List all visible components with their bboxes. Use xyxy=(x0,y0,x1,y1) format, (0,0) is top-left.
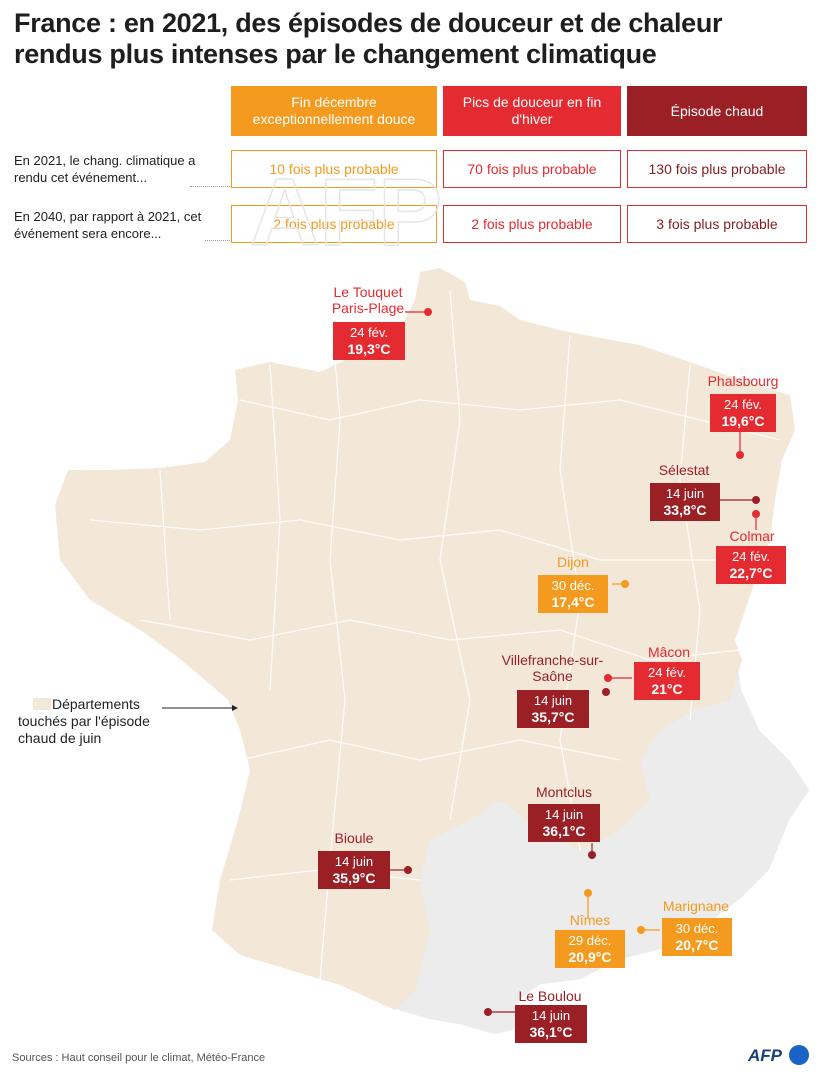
box-le-touquet: 24 fév. 19,3°C xyxy=(333,322,405,360)
box-colmar: 24 fév. 22,7°C xyxy=(716,546,786,584)
box-montclus: 14 juin 36,1°C xyxy=(528,804,600,842)
page-title: France : en 2021, des épisodes de douceu… xyxy=(14,8,723,69)
date-phalsbourg: 24 fév. xyxy=(723,397,763,412)
temp-phalsbourg: 19,6°C xyxy=(721,413,765,429)
header-late-december: Fin décembre exceptionnellement douce xyxy=(231,86,437,136)
row2-leader xyxy=(205,240,230,242)
bioule-dot xyxy=(404,866,412,874)
city-markers xyxy=(390,308,760,1016)
header-end-winter-label: Pics de douceur en fin d'hiver xyxy=(462,94,602,127)
temp-bioule: 35,9°C xyxy=(332,870,376,886)
city-phalsbourg: Phalsbourg xyxy=(707,373,779,389)
row1-label: En 2021, le chang. climatique a rendu ce… xyxy=(14,153,196,185)
city-macon: Mâcon xyxy=(647,644,691,660)
row2-cell-december: 2 fois plus probable xyxy=(231,205,437,243)
legend-pointer-arrow xyxy=(232,705,238,711)
city-marignane: Marignane xyxy=(662,898,730,914)
marignane-dot xyxy=(637,926,645,934)
legend-label: Départements touchés par l'épisode chaud… xyxy=(18,696,150,746)
date-selestat: 14 juin xyxy=(665,486,705,501)
date-nimes: 29 déc. xyxy=(568,933,612,948)
legend-swatch xyxy=(33,698,51,710)
header-late-december-label: Fin décembre exceptionnellement douce xyxy=(252,94,416,127)
afp-watermark: AFP xyxy=(250,159,442,266)
temp-nimes: 20,9°C xyxy=(568,949,612,965)
montclus-dot xyxy=(588,851,596,859)
row2-cell-hot: 3 fois plus probable xyxy=(627,205,807,243)
afp-logo: AFP xyxy=(748,1046,782,1065)
city-villefranche: Villefranche-sur-Saône xyxy=(501,652,604,684)
temp-le-boulou: 36,1°C xyxy=(529,1024,573,1040)
city-bioule: Bioule xyxy=(334,830,374,846)
selestat-dot xyxy=(752,496,760,504)
city-nimes: Nîmes xyxy=(569,912,611,928)
row2-cell-winter: 2 fois plus probable xyxy=(443,205,621,243)
header-hot-episode: Épisode chaud xyxy=(627,86,807,136)
row2-label: En 2040, par rapport à 2021, cet événeme… xyxy=(14,209,202,241)
box-le-boulou: 14 juin 36,1°C xyxy=(515,1005,587,1043)
box-nimes: 29 déc. 20,9°C xyxy=(555,930,625,968)
header-end-winter: Pics de douceur en fin d'hiver xyxy=(443,86,621,136)
afp-logo-dot-icon xyxy=(789,1045,809,1065)
city-le-touquet: Le Touquet Paris-Plage xyxy=(331,284,405,316)
le-boulou-dot xyxy=(484,1008,492,1016)
row1-cell-hot: 130 fois plus probable xyxy=(627,150,807,188)
temp-montclus: 36,1°C xyxy=(542,823,586,839)
city-colmar: Colmar xyxy=(729,528,775,544)
nimes-dot xyxy=(584,889,592,897)
temp-colmar: 22,7°C xyxy=(729,565,773,581)
le-touquet-dot xyxy=(424,308,432,316)
temp-villefranche: 35,7°C xyxy=(531,709,575,725)
row1-leader xyxy=(190,186,230,188)
box-phalsbourg: 24 fév. 19,6°C xyxy=(710,394,776,432)
date-villefranche: 14 juin xyxy=(533,693,573,708)
city-le-boulou: Le Boulou xyxy=(518,988,582,1004)
villefranche-dot xyxy=(602,688,610,696)
header-hot-episode-label: Épisode chaud xyxy=(670,102,764,119)
date-macon: 24 fév. xyxy=(647,665,687,680)
date-marignane: 30 déc. xyxy=(675,921,719,936)
row1-cell-december: 10 fois plus probable xyxy=(231,150,437,188)
affected-departments-area xyxy=(55,268,795,1010)
temp-dijon: 17,4°C xyxy=(551,594,595,610)
row1-cell-winter: 70 fois plus probable xyxy=(443,150,621,188)
date-montclus: 14 juin xyxy=(544,807,584,822)
macon-dot xyxy=(604,674,612,682)
phalsbourg-dot xyxy=(736,451,744,459)
colmar-dot xyxy=(752,510,760,518)
box-bioule: 14 juin 35,9°C xyxy=(318,851,390,889)
date-le-boulou: 14 juin xyxy=(531,1008,571,1023)
temp-selestat: 33,8°C xyxy=(663,502,707,518)
box-selestat: 14 juin 33,8°C xyxy=(650,483,720,521)
box-marignane: 30 déc. 20,7°C xyxy=(662,918,732,956)
date-colmar: 24 fév. xyxy=(731,549,771,564)
box-macon: 24 fév. 21°C xyxy=(634,662,700,700)
city-selestat: Sélestat xyxy=(658,462,710,478)
box-dijon: 30 déc. 17,4°C xyxy=(538,575,608,613)
source-note: Sources : Haut conseil pour le climat, M… xyxy=(12,1052,266,1064)
date-le-touquet: 24 fév. xyxy=(349,325,389,340)
dijon-dot xyxy=(621,580,629,588)
temp-macon: 21°C xyxy=(651,681,683,697)
city-dijon: Dijon xyxy=(557,554,589,570)
temp-marignane: 20,7°C xyxy=(675,937,719,953)
temp-le-touquet: 19,3°C xyxy=(347,341,391,357)
date-bioule: 14 juin xyxy=(334,854,374,869)
box-villefranche: 14 juin 35,7°C xyxy=(517,690,589,728)
date-dijon: 30 déc. xyxy=(551,578,595,593)
city-montclus: Montclus xyxy=(535,784,593,800)
